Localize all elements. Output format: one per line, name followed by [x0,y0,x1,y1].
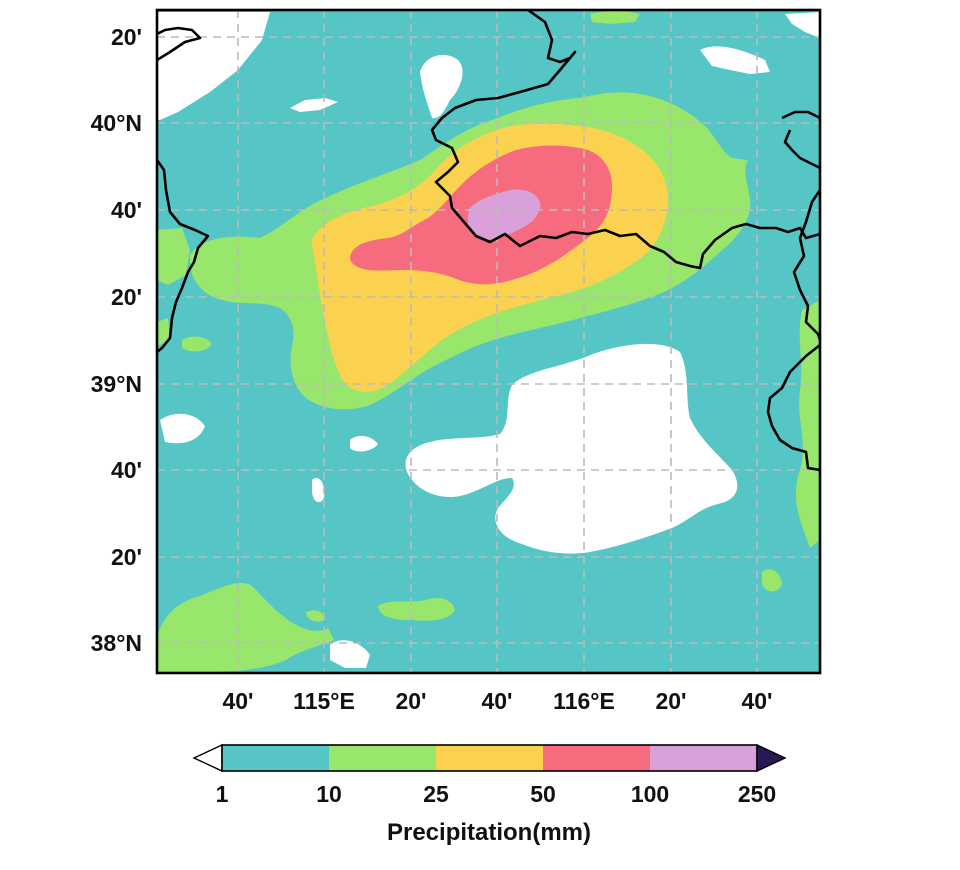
colorbar-tick-label: 25 [423,781,449,807]
green-patch-south-small [306,610,325,622]
longitude-label: 20' [655,688,686,714]
colorbar-tick-labels: 1 10 25 50 100 250 [216,781,777,807]
longitude-label: 40' [741,688,772,714]
longitude-label: 20' [395,688,426,714]
boundary-east-lower [766,343,820,472]
green-patch-top [590,11,640,24]
colorbar-tick-label: 250 [738,781,776,807]
longitude-label: 40' [481,688,512,714]
colorbar-title: Precipitation(mm) [387,819,591,846]
map-frame [155,8,822,675]
green-band-west-edge [157,228,190,285]
precip-100-250-area [468,189,541,240]
longitude-label: 40' [222,688,253,714]
white-patch-small-2 [312,478,325,503]
colorbar-segment [222,745,330,771]
boundary-central [430,10,820,270]
white-patch-northeast [700,46,770,74]
latitude-label: 20' [111,284,142,310]
longitude-label: 116°E [553,688,615,714]
boundary-west [157,159,210,354]
colorbar-under-arrow [192,743,223,773]
white-patch-northwest [157,12,270,120]
map-gridlines [157,10,820,673]
latitude-label: 40°N [91,110,142,136]
white-patch-small-1 [350,435,378,452]
green-patch-west-2 [157,318,170,346]
colorbar-segments [222,745,758,771]
white-patch-west [160,413,205,444]
colorbar-frame [221,744,758,772]
latitude-label: 38°N [91,630,142,656]
white-patch-north [420,54,463,119]
colorbar-tick-label: 1 [216,781,229,807]
white-patch-central-south [405,343,738,554]
longitude-labels: 40' 115°E 20' 40' 116°E 20' 40' [222,688,772,714]
map-panel [157,10,820,673]
colorbar-over-arrow [756,743,787,773]
colorbar-segment [543,745,651,771]
white-patch-small-north [290,98,338,112]
colorbar-tick-label: 10 [316,781,342,807]
colorbar-segment [436,745,544,771]
green-patch-east [795,300,820,548]
boundary-lines [157,10,820,472]
green-patch-south [378,598,455,621]
longitude-label: 115°E [293,688,355,714]
latitude-label: 20' [111,544,142,570]
latitude-label: 40' [111,457,142,483]
green-patch-southeast [762,569,782,592]
green-patch-west-1 [182,336,212,352]
white-patch-top-right [785,12,820,38]
colorbar-segment [650,745,758,771]
white-patch-south [330,640,370,668]
latitude-label: 40' [111,197,142,223]
colorbar-segment [329,745,437,771]
colorbar-tick-label: 100 [631,781,669,807]
latitude-label: 20' [111,24,142,50]
precip-below-1-areas [157,12,820,668]
latitude-label: 39°N [91,371,142,397]
boundary-east-upper [781,110,820,341]
boundary-northwest [157,26,202,62]
colorbar-tick-label: 50 [530,781,556,807]
latitude-labels: 20' 40°N 40' 20' 39°N 40' 20' 38°N [91,24,142,656]
green-patch-southwest [157,583,334,672]
colorbar-legend: 1 10 25 50 100 250 Precipitation(mm) [192,743,787,846]
